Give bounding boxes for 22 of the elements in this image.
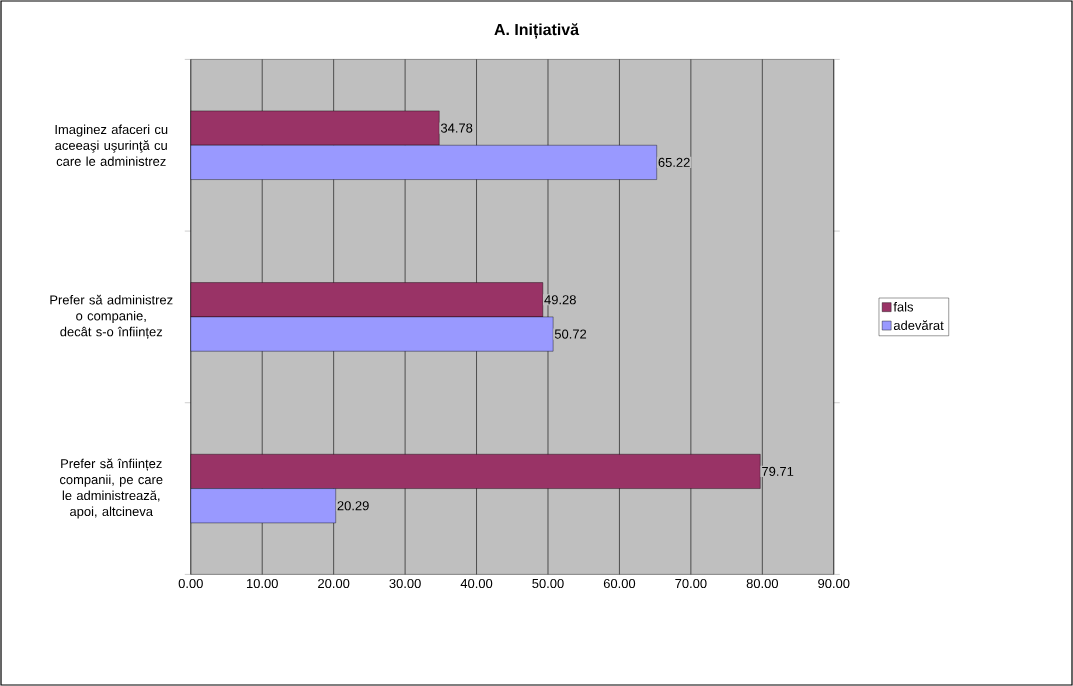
data-label: 49.28 <box>544 295 576 305</box>
data-label: 34.78 <box>440 123 473 133</box>
y-tick-label: Imaginez afaceri cu aceeaşi uşurinţă cu care le administrez <box>55 124 168 166</box>
data-label: 50.72 <box>554 329 587 339</box>
y-tick-label: Prefer să înființez companii, pe care le administrează, apoi, altcineva <box>59 458 163 519</box>
x-tick-label: 30.00 <box>389 578 421 589</box>
chart-title: A. Inițiativă <box>494 23 580 39</box>
x-tick-label: 40.00 <box>460 578 493 589</box>
x-tick-label: 50.00 <box>532 578 564 589</box>
legend-label: adevărat <box>893 320 944 330</box>
x-tick-label: 60.00 <box>603 578 636 589</box>
x-tick-label: 0.00 <box>178 578 203 589</box>
y-tick-label: Prefer să administrez o companie, decât s-o înființez <box>50 294 173 339</box>
x-tick-label: 80.00 <box>746 578 779 589</box>
legend-label: fals <box>893 301 914 312</box>
data-label: 20.29 <box>337 501 369 511</box>
data-label: 65.22 <box>658 157 690 167</box>
data-label: 79.71 <box>762 466 794 476</box>
x-tick-label: 70.00 <box>675 578 707 589</box>
x-tick-label: 10.00 <box>246 578 278 589</box>
x-tick-label: 90.00 <box>818 578 850 589</box>
x-tick-label: 20.00 <box>318 578 350 589</box>
